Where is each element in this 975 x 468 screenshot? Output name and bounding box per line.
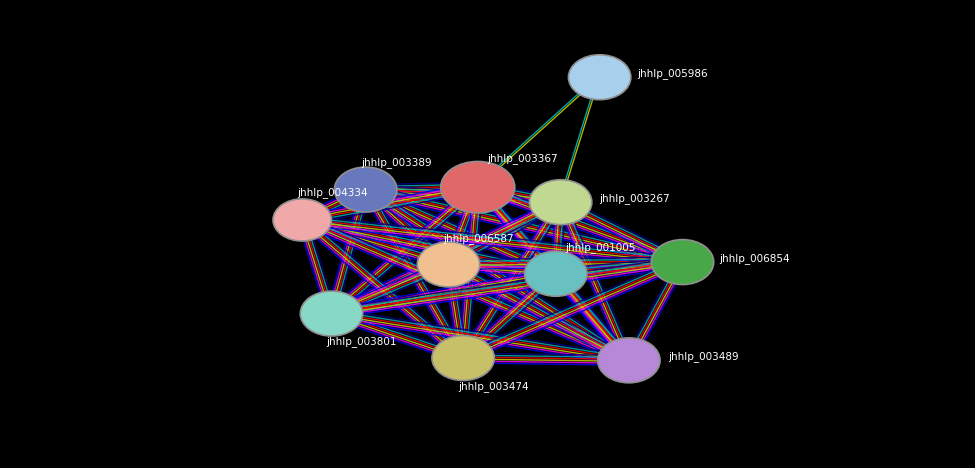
Text: jhhlp_006587: jhhlp_006587 [444, 233, 514, 244]
Ellipse shape [334, 167, 397, 212]
Ellipse shape [300, 291, 363, 336]
Text: jhhlp_003267: jhhlp_003267 [600, 193, 670, 204]
Ellipse shape [432, 336, 494, 380]
Text: jhhlp_003801: jhhlp_003801 [327, 336, 397, 347]
Ellipse shape [651, 240, 714, 285]
Text: jhhlp_005986: jhhlp_005986 [637, 68, 707, 79]
Ellipse shape [529, 180, 592, 225]
Text: jhhlp_006854: jhhlp_006854 [720, 253, 790, 264]
Text: jhhlp_004334: jhhlp_004334 [297, 187, 368, 198]
Ellipse shape [273, 199, 332, 241]
Text: jhhlp_003389: jhhlp_003389 [361, 157, 431, 168]
Text: jhhlp_003367: jhhlp_003367 [488, 153, 558, 164]
Text: jhhlp_003489: jhhlp_003489 [668, 351, 738, 362]
Ellipse shape [598, 338, 660, 383]
Text: jhhlp_001005: jhhlp_001005 [566, 242, 636, 254]
Ellipse shape [417, 242, 480, 287]
Ellipse shape [441, 161, 515, 213]
Ellipse shape [525, 251, 587, 296]
Ellipse shape [568, 55, 631, 100]
Text: jhhlp_003474: jhhlp_003474 [458, 380, 528, 392]
